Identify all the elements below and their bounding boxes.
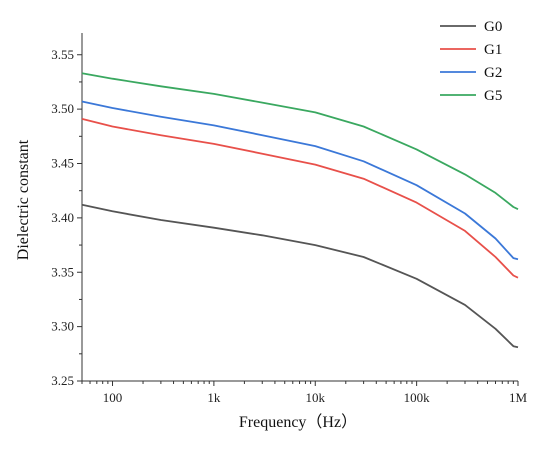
x-tick-label: 1k	[207, 390, 221, 405]
x-tick-label: 10k	[306, 390, 326, 405]
y-tick-label: 3.30	[51, 319, 74, 334]
y-tick-label: 3.40	[51, 210, 74, 225]
x-tick-label: 100	[103, 390, 123, 405]
series-line-g1	[81, 118, 519, 279]
legend-label-g1: G1	[484, 42, 502, 58]
series-line-g5	[81, 72, 519, 211]
series-line-g0	[81, 203, 519, 349]
y-tick-label: 3.35	[51, 264, 74, 279]
legend-label-g5: G5	[484, 88, 502, 104]
y-tick-label: 3.50	[51, 101, 74, 116]
legend-label-g0: G0	[484, 19, 502, 35]
plot-area: 3.25 3.30 3.35 3.40 3.45 3.50 3.55 100 1k 10k 100k…	[51, 19, 527, 405]
x-axis-title: Frequency（Hz）	[239, 413, 357, 431]
legend-label-g2: G2	[484, 65, 502, 81]
y-axis-title: Dielectric constant	[15, 139, 32, 260]
series-line-g2	[81, 100, 519, 261]
y-tick-label: 3.45	[51, 156, 74, 171]
x-tick-label: 1M	[509, 390, 528, 405]
y-tick-label: 3.55	[51, 47, 74, 62]
y-tick-label: 3.25	[51, 373, 74, 388]
x-tick-label: 100k	[404, 390, 431, 405]
